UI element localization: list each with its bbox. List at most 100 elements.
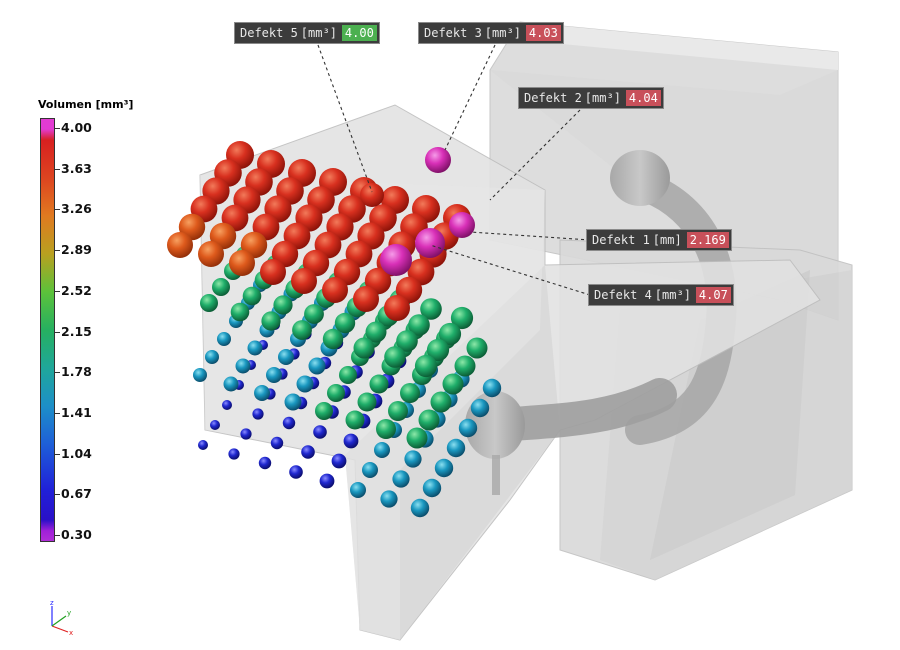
defect-sphere-highlight — [415, 228, 445, 258]
defect-sphere-highlight — [425, 147, 451, 173]
defect-sphere-medium — [217, 332, 231, 346]
defect-sphere-medium — [430, 391, 452, 413]
defect-sphere-small — [380, 490, 398, 508]
callout-value: 4.04 — [625, 90, 661, 106]
defect-sphere-small — [228, 448, 240, 460]
defect-sphere-small — [350, 482, 366, 498]
defect-sphere-medium — [369, 374, 389, 394]
axis-y-label: y — [67, 609, 71, 617]
defect-sphere-green — [438, 322, 462, 346]
callout-unit: [mm³] — [300, 26, 337, 40]
defect-sphere-green — [242, 286, 262, 306]
callout-name: Defekt 2 — [524, 91, 582, 105]
legend-tick-label: 2.52 — [61, 282, 92, 298]
legend-tick-label: 1.04 — [61, 445, 92, 461]
defect-sphere-small — [422, 478, 442, 498]
defect-sphere-medium — [266, 367, 282, 383]
defect-sphere-small — [258, 456, 272, 470]
callout-unit: [mm³] — [654, 288, 691, 302]
defect-sphere-green — [230, 302, 250, 322]
defect-sphere-medium — [278, 349, 294, 365]
legend-tick-label: 3.63 — [61, 160, 92, 176]
legend-tick-label: 1.41 — [61, 404, 92, 420]
legend-tick-mark — [55, 331, 60, 333]
callout-defekt-1[interactable]: Defekt 1 [mm] 2.169 — [586, 229, 732, 251]
callout-defekt-5[interactable]: Defekt 5 [mm³] 4.00 — [234, 22, 380, 44]
callout-defekt-4[interactable]: Defekt 4 [mm³] 4.07 — [588, 284, 734, 306]
defect-sphere-medium — [454, 355, 476, 377]
defect-sphere-medium — [466, 337, 488, 359]
defect-sphere-medium — [247, 340, 263, 356]
defect-sphere-small — [374, 442, 390, 458]
defect-sphere-green — [414, 354, 438, 378]
callout-defekt-3[interactable]: Defekt 3 [mm³] 4.03 — [418, 22, 564, 44]
callout-name: Defekt 5 — [240, 26, 298, 40]
defect-sphere-large — [198, 241, 224, 267]
callout-leader-lines — [317, 44, 591, 296]
defect-sphere-medium — [418, 409, 440, 431]
legend-tick-mark — [55, 412, 60, 414]
callout-unit: [mm³] — [484, 26, 521, 40]
legend-tick-label: 1.78 — [61, 364, 92, 380]
defect-sphere-medium — [339, 366, 357, 384]
defect-sphere-highlight — [380, 244, 412, 276]
defect-sphere-medium — [235, 358, 251, 374]
defect-sphere-green — [322, 328, 344, 350]
defect-sphere-small — [252, 408, 264, 420]
defect-sphere-medium — [327, 384, 345, 402]
defect-sphere-small — [458, 418, 478, 438]
legend-tick-label: 3.26 — [61, 201, 92, 217]
callout-unit: [mm³] — [584, 91, 621, 105]
callout-defekt-2[interactable]: Defekt 2 [mm³] 4.04 — [518, 87, 664, 109]
defect-sphere-green — [200, 294, 218, 312]
defect-sphere-small — [331, 453, 347, 469]
defect-sphere-medium — [296, 375, 314, 393]
callout-name: Defekt 1 — [592, 233, 650, 247]
defect-sphere-large — [322, 277, 348, 303]
defect-sphere-small — [434, 458, 454, 478]
legend-tick-label: 2.15 — [61, 323, 92, 339]
legend-tick-mark — [55, 494, 60, 496]
defect-sphere-medium — [442, 373, 464, 395]
defect-sphere-medium — [205, 350, 219, 364]
defect-sphere-green — [384, 346, 406, 368]
axis-triad-icon: z y x — [50, 599, 73, 637]
defect-sphere-small — [270, 436, 284, 450]
legend-tick-mark — [55, 128, 60, 129]
defect-sphere-green — [334, 312, 356, 334]
callout-value: 4.03 — [525, 25, 561, 41]
defect-sphere-large — [384, 295, 410, 321]
defect-sphere-small — [446, 438, 466, 458]
defect-sphere-small — [362, 462, 378, 478]
defect-sphere-small — [222, 400, 232, 410]
defect-sphere-green — [396, 330, 418, 352]
defect-sphere-medium — [254, 385, 270, 401]
callout-value: 4.00 — [341, 25, 377, 41]
callout-name: Defekt 3 — [424, 26, 482, 40]
defect-sphere-large — [291, 268, 317, 294]
callout-value: 4.07 — [695, 287, 731, 303]
defect-sphere-small — [482, 378, 502, 398]
defect-sphere-green — [365, 321, 387, 343]
legend-tick-label: 2.89 — [61, 242, 92, 258]
defect-sphere-medium — [376, 419, 396, 439]
defect-sphere-green — [450, 306, 474, 330]
defect-sphere-medium — [388, 401, 408, 421]
defect-sphere-small — [392, 470, 410, 488]
defect-sphere-small — [289, 465, 303, 479]
legend-tick-mark — [55, 535, 60, 536]
defect-spheres-large — [167, 141, 475, 321]
axis-x-label: x — [69, 629, 73, 637]
defect-sphere-medium — [223, 376, 239, 392]
defect-sphere-green — [304, 304, 324, 324]
defect-sphere-small — [404, 450, 422, 468]
defect-sphere-green — [353, 337, 375, 359]
defect-sphere-small — [198, 440, 208, 450]
defect-sphere-green — [426, 338, 450, 362]
defect-sphere-medium — [193, 368, 207, 382]
defect-sphere-medium — [400, 383, 420, 403]
defect-sphere-small — [240, 428, 252, 440]
defect-sphere-green — [408, 314, 430, 336]
